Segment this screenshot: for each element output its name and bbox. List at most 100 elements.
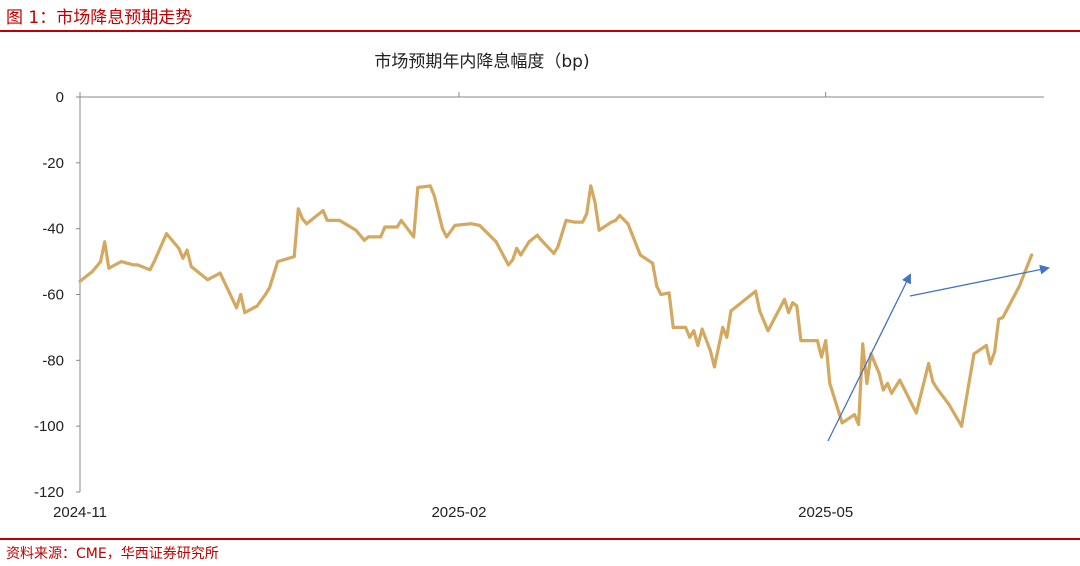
trend-arrow-1 [827,273,911,442]
data-point [993,350,997,354]
data-point [90,270,94,273]
data-point [494,240,498,244]
data-point [469,222,473,226]
data-point [667,291,671,295]
data-point [515,246,519,250]
data-point [268,286,271,290]
data-point [395,225,399,229]
axes: 0 -20 -40 -60 -80 -100 -120 2024-11 2025-02 2025-… [34,89,1044,521]
figure-header: 图 1：市场降息预期走势 [0,0,1080,31]
data-point [321,209,325,213]
data-point [828,381,832,385]
data-point [441,227,444,231]
data-point [988,362,992,366]
data-point [890,391,894,395]
data-point [539,238,543,242]
data-point [626,222,630,226]
data-point [255,304,259,308]
data-point [729,309,733,313]
data-point [399,218,403,222]
data-point [840,421,844,425]
data-point [527,240,531,244]
annotations [827,264,1050,442]
data-point [815,339,819,343]
data-point [305,222,309,226]
data-point [935,386,939,390]
top-rule [0,30,1080,32]
data-point [235,306,238,310]
data-point [791,301,795,305]
data-point [692,329,696,333]
data-point [886,381,889,385]
data-point [857,423,861,426]
y-tick-label: -80 [42,352,64,369]
data-point [820,355,823,359]
series-line [78,184,1034,428]
data-point [177,246,181,250]
data-point [914,411,918,415]
data-point [132,263,136,267]
figure-source: 资料来源：CME，华西证券研究所 [6,546,219,562]
data-point [243,311,247,315]
data-point [185,248,189,252]
data-point [556,245,560,249]
x-tick-label: 2025-05 [798,504,853,521]
data-point [206,278,210,282]
data-point [766,329,770,333]
data-point [638,253,642,257]
data-point [927,362,931,366]
data-point [684,325,688,329]
data-point [700,327,704,331]
data-point [881,388,885,392]
data-point [997,317,1001,321]
data-point [931,380,935,384]
chart-title: 市场预期年内降息幅度（bp) [374,52,589,72]
data-point [824,339,828,343]
data-point [354,228,358,232]
data-point [721,325,725,329]
data-point [432,194,436,198]
data-point [478,223,482,227]
x-tick-label: 2025-02 [431,504,486,521]
series-layer [78,184,1034,428]
data-point [325,218,329,222]
data-point [152,260,156,264]
data-point [552,251,556,255]
data-point [832,395,836,398]
data-point [947,403,951,407]
data-point [655,284,659,288]
data-point [898,378,902,382]
line-chart: 市场预期年内降息幅度（bp) 0 -20 -40 -60 -80 -100 -120 2024… [34,52,1050,521]
data-point [292,255,296,259]
data-point [506,263,510,267]
data-point [1030,253,1034,257]
data-point [618,214,622,217]
data-point [708,349,712,352]
data-point [972,352,976,356]
data-point [597,228,601,232]
data-point [1017,284,1021,288]
data-point [861,342,865,346]
data-point [165,232,168,236]
data-point [103,240,107,244]
data-point [511,258,515,262]
data-point [379,235,383,239]
data-point [333,218,337,222]
data-point [453,223,457,227]
data-point [276,260,280,264]
x-tick-label: 2024-11 [53,504,107,521]
data-point [535,233,539,237]
data-point [78,279,82,283]
y-tick-label: -20 [42,155,64,172]
data-point [758,309,762,313]
data-point [787,311,791,315]
figure-title: 图 1：市场降息预期走势 [6,8,193,28]
data-point [412,235,416,239]
data-point [181,256,185,260]
data-point [218,271,222,275]
data-point [865,381,869,385]
y-tick-label: -40 [42,221,64,238]
data-point [107,266,111,270]
data-point [853,413,856,417]
data-point [960,424,964,428]
